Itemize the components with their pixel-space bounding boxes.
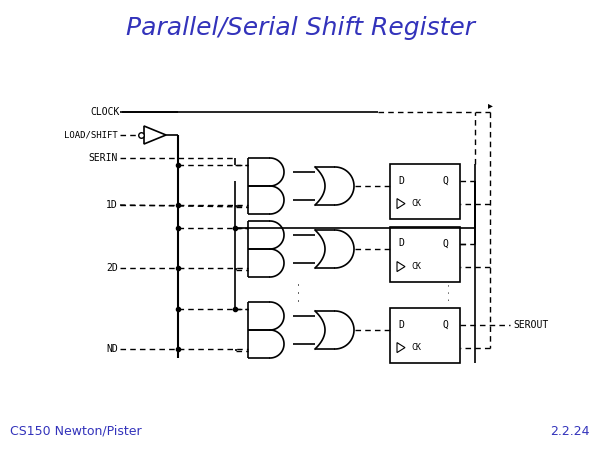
Polygon shape (397, 342, 405, 353)
Text: 2D: 2D (106, 263, 118, 273)
Text: Q: Q (443, 238, 448, 248)
Text: 1D: 1D (106, 200, 118, 210)
Text: ND: ND (106, 344, 118, 354)
Polygon shape (397, 198, 405, 209)
Polygon shape (144, 126, 166, 144)
Bar (390, 308, 460, 363)
Bar (390, 227, 460, 282)
Text: D: D (398, 176, 404, 185)
Text: LOAD/SHIFT: LOAD/SHIFT (64, 130, 118, 140)
Text: Parallel/Serial Shift Register: Parallel/Serial Shift Register (125, 16, 475, 40)
Bar (390, 164, 460, 219)
Text: CK: CK (411, 199, 421, 208)
Text: D: D (398, 320, 404, 329)
Text: ▸: ▸ (488, 100, 493, 110)
Text: D: D (398, 238, 404, 248)
Text: Q: Q (443, 320, 448, 329)
Text: SEROUT: SEROUT (513, 320, 548, 329)
Text: CK: CK (411, 343, 421, 352)
Text: Q: Q (443, 176, 448, 185)
Text: · · ·: · · · (293, 282, 307, 302)
Text: CLOCK: CLOCK (91, 107, 120, 117)
Polygon shape (397, 261, 405, 272)
Text: SERIN: SERIN (89, 153, 118, 163)
Text: CK: CK (411, 262, 421, 271)
Text: CS150 Newton/Pister: CS150 Newton/Pister (10, 425, 142, 438)
Text: 2.2.24: 2.2.24 (551, 425, 590, 438)
Text: · · ·: · · · (445, 283, 455, 301)
